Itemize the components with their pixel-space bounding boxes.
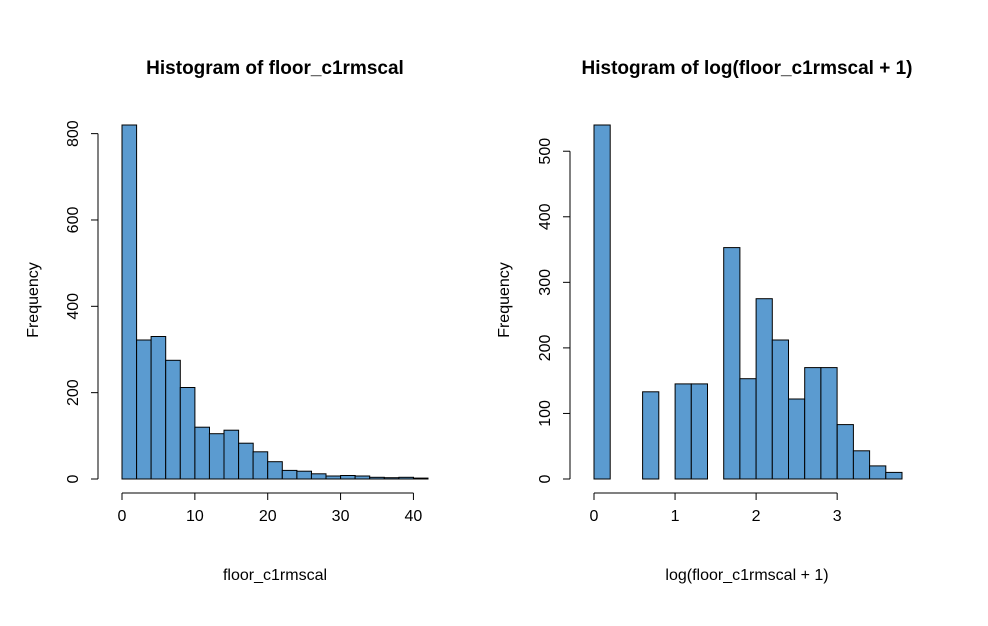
chart-title: Histogram of floor_c1rmscal xyxy=(146,58,404,79)
y-tick-label: 200 xyxy=(65,379,82,406)
y-tick-label: 600 xyxy=(65,207,82,234)
histogram-bar xyxy=(121,124,138,480)
histogram-bar xyxy=(238,442,254,480)
x-axis: 0 10 20 30 40 xyxy=(118,492,423,525)
histogram-bar xyxy=(739,378,757,480)
histogram-bar xyxy=(723,247,741,480)
x-tick-label: 30 xyxy=(332,508,350,525)
y-tick-label: 800 xyxy=(65,120,82,147)
histogram-bar xyxy=(296,470,312,480)
histogram-bar xyxy=(340,475,356,480)
histogram-bar xyxy=(310,473,327,480)
x-tick-label: 10 xyxy=(186,508,204,525)
bar-series xyxy=(121,124,429,480)
histogram-bar xyxy=(690,383,708,480)
histogram-floor-c1rmscal: Histogram of floor_c1rmscal floor_c1rmsc… xyxy=(25,58,429,584)
y-tick-label: 200 xyxy=(537,334,554,361)
y-tick-label: 400 xyxy=(537,203,554,230)
histogram-bar xyxy=(398,476,414,480)
x-axis-label: log(floor_c1rmscal + 1) xyxy=(665,567,828,584)
x-tick-label: 20 xyxy=(259,508,277,525)
bar-series xyxy=(593,124,903,480)
y-tick-label: 300 xyxy=(537,269,554,296)
x-axis: 0 1 2 3 xyxy=(590,492,842,525)
histogram-bar xyxy=(281,469,298,480)
histogram-bar xyxy=(755,298,773,480)
histogram-bar xyxy=(885,471,903,480)
x-tick-label: 2 xyxy=(752,508,761,525)
histogram-bar xyxy=(412,477,429,480)
histogram-bar xyxy=(179,387,196,480)
y-tick-label: 500 xyxy=(537,138,554,165)
histogram-bar xyxy=(252,451,269,480)
histogram-bar xyxy=(804,367,822,480)
histogram-bar xyxy=(223,429,240,480)
histogram-bar xyxy=(369,476,385,480)
histogram-bar xyxy=(354,475,371,480)
histogram-bar xyxy=(788,398,806,480)
y-tick-label: 100 xyxy=(537,400,554,427)
histogram-bar xyxy=(165,359,181,480)
histogram-bar xyxy=(836,424,854,480)
histogram-bar xyxy=(150,336,167,480)
y-tick-label: 0 xyxy=(65,474,82,483)
histogram-bar xyxy=(208,433,225,480)
y-tick-label: 0 xyxy=(537,474,554,483)
histogram-bar xyxy=(593,124,611,480)
x-tick-label: 3 xyxy=(833,508,842,525)
histogram-bar xyxy=(869,465,887,480)
y-axis-label: Frequency xyxy=(25,262,42,338)
x-tick-label: 0 xyxy=(118,508,127,525)
y-axis: 0 100 200 300 400 500 xyxy=(537,138,571,483)
x-tick-label: 1 xyxy=(671,508,680,525)
histogram-bar xyxy=(267,461,283,480)
y-axis: 0 200 400 600 800 xyxy=(65,120,99,483)
y-axis-label: Frequency xyxy=(496,262,513,338)
histogram-bar xyxy=(383,477,400,480)
histogram-bar xyxy=(136,339,152,480)
histogram-bar xyxy=(820,367,838,480)
x-tick-label: 40 xyxy=(405,508,423,525)
histogram-bar xyxy=(194,426,210,480)
y-tick-label: 400 xyxy=(65,293,82,320)
x-tick-label: 0 xyxy=(590,508,599,525)
histogram-log-floor-c1rmscal: Histogram of log(floor_c1rmscal + 1) log… xyxy=(496,58,913,584)
histogram-bar xyxy=(852,450,871,480)
histogram-bar xyxy=(674,383,692,480)
chart-title: Histogram of log(floor_c1rmscal + 1) xyxy=(582,58,913,79)
x-axis-label: floor_c1rmscal xyxy=(223,567,327,584)
histogram-bar xyxy=(642,391,660,480)
histogram-bar xyxy=(771,339,789,480)
histogram-bar xyxy=(325,475,342,480)
